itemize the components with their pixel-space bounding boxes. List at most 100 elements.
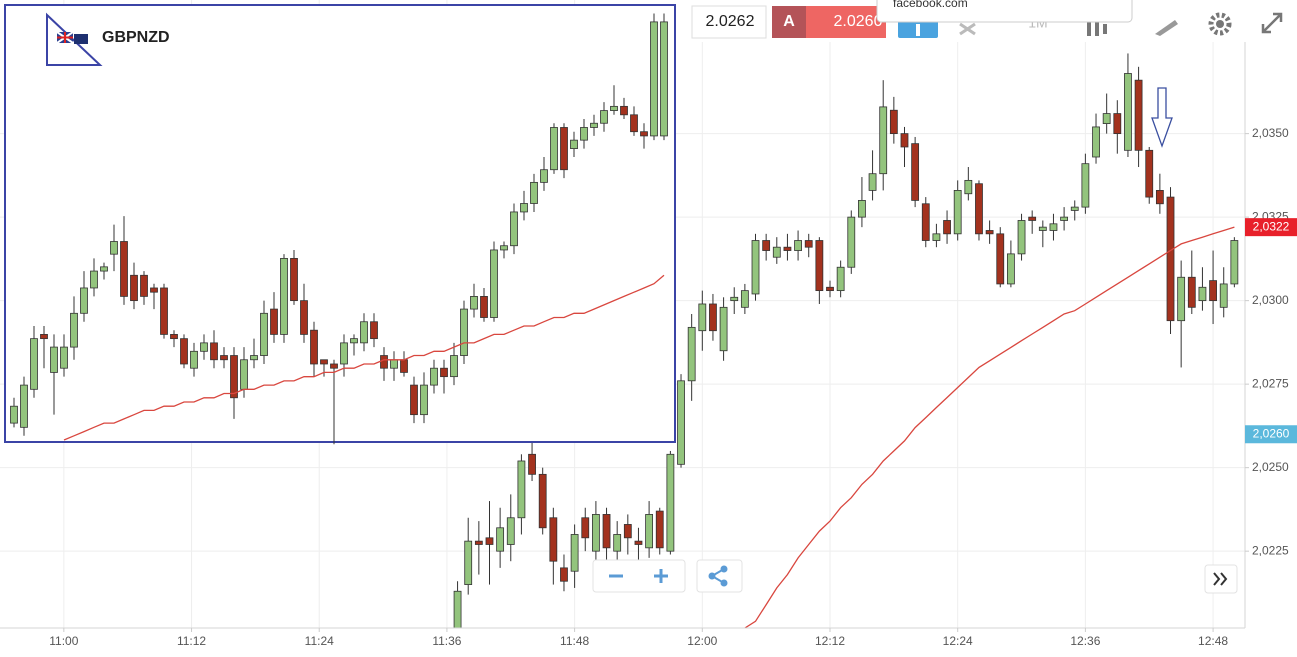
candle-body [538, 473, 547, 529]
settings-icon-core [1216, 20, 1224, 28]
candle-body [496, 527, 505, 552]
candle-body [600, 110, 608, 124]
x-tick-label: 11:48 [560, 634, 589, 648]
bid-box[interactable] [691, 5, 767, 39]
candle-body [230, 355, 238, 399]
candle-body [400, 359, 408, 373]
candle-body [640, 131, 648, 137]
candle-body [20, 384, 28, 428]
ask-box[interactable] [806, 6, 886, 38]
candle-body [1017, 220, 1026, 255]
candle-body [528, 453, 536, 475]
tooltip-box [876, 0, 1133, 23]
candle-body [530, 181, 538, 204]
triangle-annotation [46, 12, 103, 66]
candle-body [420, 384, 428, 416]
candle-body [1124, 73, 1132, 151]
candle-body [290, 257, 298, 302]
price-tag-label: 2,0260 [1253, 426, 1290, 440]
candle-body [464, 540, 473, 585]
candle-body [250, 355, 258, 361]
fullscreen-icon[interactable] [1261, 12, 1283, 34]
symbol-label: GBPNZD [102, 29, 170, 46]
candle-body [826, 286, 834, 292]
x-tick-label: 12:36 [1070, 634, 1100, 648]
candle-body [350, 338, 358, 344]
tool-icon[interactable] [959, 22, 976, 36]
scroll-right-button[interactable] [1204, 564, 1238, 594]
candle-body [520, 203, 528, 213]
candle-body [1049, 223, 1058, 231]
candle-body [602, 514, 611, 549]
candle-body [340, 342, 348, 365]
ask-price: 2.0260 [834, 13, 883, 30]
inset-plot [10, 13, 668, 445]
candle-body [370, 321, 378, 340]
candle-body [70, 312, 78, 348]
candle-body [510, 211, 518, 247]
candle-body [1145, 149, 1154, 198]
share-button[interactable] [696, 559, 743, 593]
candle-body [783, 246, 792, 251]
candle-body [1081, 163, 1090, 208]
candle-body [815, 240, 824, 292]
candle-body [50, 346, 58, 373]
candle-body [360, 321, 368, 344]
candle-body [1070, 206, 1079, 211]
x-tick-label: 12:00 [687, 634, 717, 648]
candle-body [1028, 216, 1037, 221]
candle-body [480, 296, 488, 318]
candle-body [1006, 253, 1015, 285]
candle-body [549, 517, 558, 562]
candle-body [709, 303, 717, 332]
candle-body [911, 143, 920, 201]
candle-body [677, 380, 685, 465]
candle-body [623, 524, 632, 539]
axes: 2,02252,02502,02752,03002,03252,035011:0… [49, 126, 1297, 648]
candle-body [666, 453, 675, 552]
candles-icon[interactable] [1087, 18, 1107, 36]
candle-body [240, 359, 248, 390]
candle-body [330, 363, 338, 369]
candle-body [660, 21, 668, 137]
settings-icon[interactable] [1208, 12, 1232, 36]
candle-body [40, 334, 48, 340]
candle-body [430, 367, 438, 386]
ask-label-box[interactable] [772, 6, 806, 38]
candle-body [560, 127, 568, 171]
candle-body [868, 173, 877, 191]
candle-body [490, 249, 498, 318]
candle-body [550, 127, 558, 171]
candle-body [943, 220, 951, 235]
inset-frame [4, 4, 676, 443]
candle-body [772, 246, 781, 258]
candle-body [847, 216, 856, 268]
candle-body [1198, 286, 1207, 302]
candle-body [450, 355, 458, 378]
candle-body [879, 106, 888, 175]
candle-body [517, 460, 526, 519]
candle-body [460, 308, 468, 356]
candle-body [794, 240, 802, 251]
candle-body [719, 306, 728, 352]
candle-body [260, 312, 268, 356]
candle-body [1177, 276, 1186, 322]
candle-body [280, 257, 288, 335]
tooltip-text: facebook.com [893, 0, 968, 10]
candle-body [110, 241, 118, 255]
candle-body [590, 122, 598, 128]
candle-body [453, 590, 462, 628]
candle-body [30, 338, 38, 390]
zoom-in-button[interactable] [654, 569, 668, 583]
candle-body [120, 241, 128, 297]
candle-body [1038, 226, 1047, 231]
draw-icon[interactable] [1155, 20, 1178, 36]
candle-body [613, 534, 622, 552]
candle-body [570, 534, 579, 572]
x-tick-label: 11:12 [177, 634, 206, 648]
flag-icon [56, 31, 88, 44]
price-tag-label: 2,0322 [1253, 219, 1290, 233]
candle-body [90, 270, 98, 289]
candle-body [100, 266, 108, 272]
candle-body [1209, 280, 1217, 302]
